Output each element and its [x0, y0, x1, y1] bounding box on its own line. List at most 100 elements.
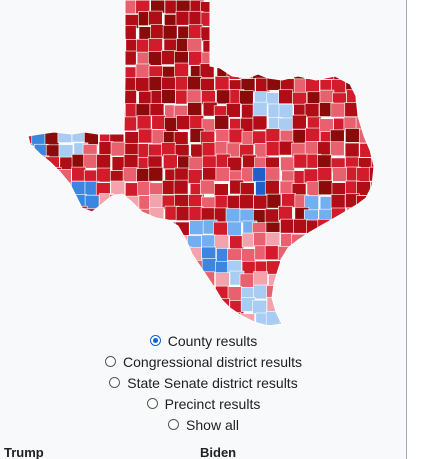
- county[interactable]: [358, 102, 374, 118]
- county[interactable]: [99, 312, 115, 327]
- county[interactable]: [369, 128, 380, 144]
- county[interactable]: [176, 115, 191, 130]
- county[interactable]: [279, 299, 295, 314]
- county[interactable]: [122, 299, 137, 315]
- county[interactable]: [148, 10, 163, 26]
- county[interactable]: [216, 311, 232, 326]
- county[interactable]: [112, 231, 127, 247]
- county[interactable]: [31, 0, 47, 15]
- county[interactable]: [31, 104, 47, 119]
- county[interactable]: [280, 218, 295, 234]
- county[interactable]: [57, 105, 72, 120]
- county[interactable]: [60, 222, 75, 237]
- county[interactable]: [370, 206, 380, 222]
- county[interactable]: [228, 0, 243, 14]
- county[interactable]: [293, 218, 308, 234]
- county[interactable]: [253, 284, 268, 300]
- county[interactable]: [44, 298, 59, 314]
- county[interactable]: [162, 297, 177, 312]
- county[interactable]: [226, 312, 242, 326]
- county[interactable]: [110, 141, 126, 157]
- county[interactable]: [149, 194, 164, 209]
- option-congressional-results[interactable]: Congressional district results: [0, 351, 407, 372]
- county[interactable]: [342, 39, 358, 54]
- county[interactable]: [331, 313, 346, 328]
- county[interactable]: [358, 0, 374, 15]
- county[interactable]: [98, 26, 114, 42]
- county[interactable]: [239, 36, 255, 52]
- county[interactable]: [175, 10, 191, 26]
- county[interactable]: [72, 103, 88, 118]
- county[interactable]: [345, 272, 361, 287]
- county[interactable]: [97, 0, 113, 15]
- county[interactable]: [44, 131, 60, 146]
- county[interactable]: [357, 24, 372, 40]
- county[interactable]: [134, 284, 150, 300]
- county[interactable]: [356, 78, 371, 93]
- county[interactable]: [215, 51, 230, 66]
- county[interactable]: [293, 153, 309, 169]
- county[interactable]: [252, 299, 267, 315]
- county[interactable]: [125, 182, 140, 198]
- county[interactable]: [46, 76, 62, 92]
- county[interactable]: [330, 102, 346, 118]
- county[interactable]: [34, 89, 49, 104]
- county[interactable]: [279, 23, 294, 39]
- county[interactable]: [329, 259, 345, 275]
- county[interactable]: [57, 128, 73, 143]
- county[interactable]: [304, 64, 319, 79]
- county[interactable]: [188, 156, 204, 172]
- county[interactable]: [73, 233, 88, 249]
- county[interactable]: [317, 25, 333, 40]
- county[interactable]: [20, 102, 34, 117]
- county[interactable]: [343, 257, 359, 273]
- county[interactable]: [201, 258, 217, 273]
- county[interactable]: [226, 195, 242, 210]
- county[interactable]: [370, 297, 380, 312]
- county[interactable]: [71, 310, 87, 326]
- county[interactable]: [318, 180, 333, 196]
- county[interactable]: [96, 233, 112, 248]
- county[interactable]: [110, 27, 126, 42]
- county[interactable]: [279, 37, 295, 52]
- county[interactable]: [22, 179, 36, 195]
- option-show-all[interactable]: Show all: [0, 414, 407, 435]
- county[interactable]: [292, 129, 308, 144]
- county[interactable]: [148, 166, 164, 182]
- county[interactable]: [161, 76, 176, 92]
- county[interactable]: [292, 11, 307, 26]
- county[interactable]: [135, 63, 151, 79]
- county[interactable]: [369, 63, 380, 79]
- county[interactable]: [46, 27, 62, 42]
- county[interactable]: [136, 208, 152, 224]
- county[interactable]: [319, 38, 334, 54]
- county[interactable]: [229, 24, 244, 40]
- option-precinct-results[interactable]: Precinct results: [0, 393, 407, 414]
- county[interactable]: [291, 244, 306, 260]
- county[interactable]: [293, 50, 309, 65]
- county[interactable]: [305, 78, 320, 93]
- county[interactable]: [368, 0, 380, 14]
- county[interactable]: [110, 116, 125, 132]
- county[interactable]: [69, 273, 85, 289]
- county[interactable]: [239, 52, 255, 67]
- county[interactable]: [124, 310, 139, 325]
- county[interactable]: [109, 50, 125, 65]
- county[interactable]: [137, 248, 153, 263]
- county[interactable]: [20, 12, 34, 27]
- county[interactable]: [137, 219, 153, 234]
- county[interactable]: [303, 259, 319, 275]
- county[interactable]: [32, 312, 48, 327]
- county[interactable]: [110, 284, 126, 300]
- county[interactable]: [292, 286, 308, 301]
- county[interactable]: [317, 154, 332, 170]
- county[interactable]: [213, 11, 228, 26]
- county[interactable]: [174, 271, 190, 287]
- county[interactable]: [186, 299, 202, 315]
- county[interactable]: [147, 300, 163, 316]
- county[interactable]: [176, 246, 192, 261]
- county[interactable]: [329, 287, 345, 303]
- county[interactable]: [136, 258, 152, 274]
- county[interactable]: [58, 287, 73, 302]
- county[interactable]: [151, 115, 167, 130]
